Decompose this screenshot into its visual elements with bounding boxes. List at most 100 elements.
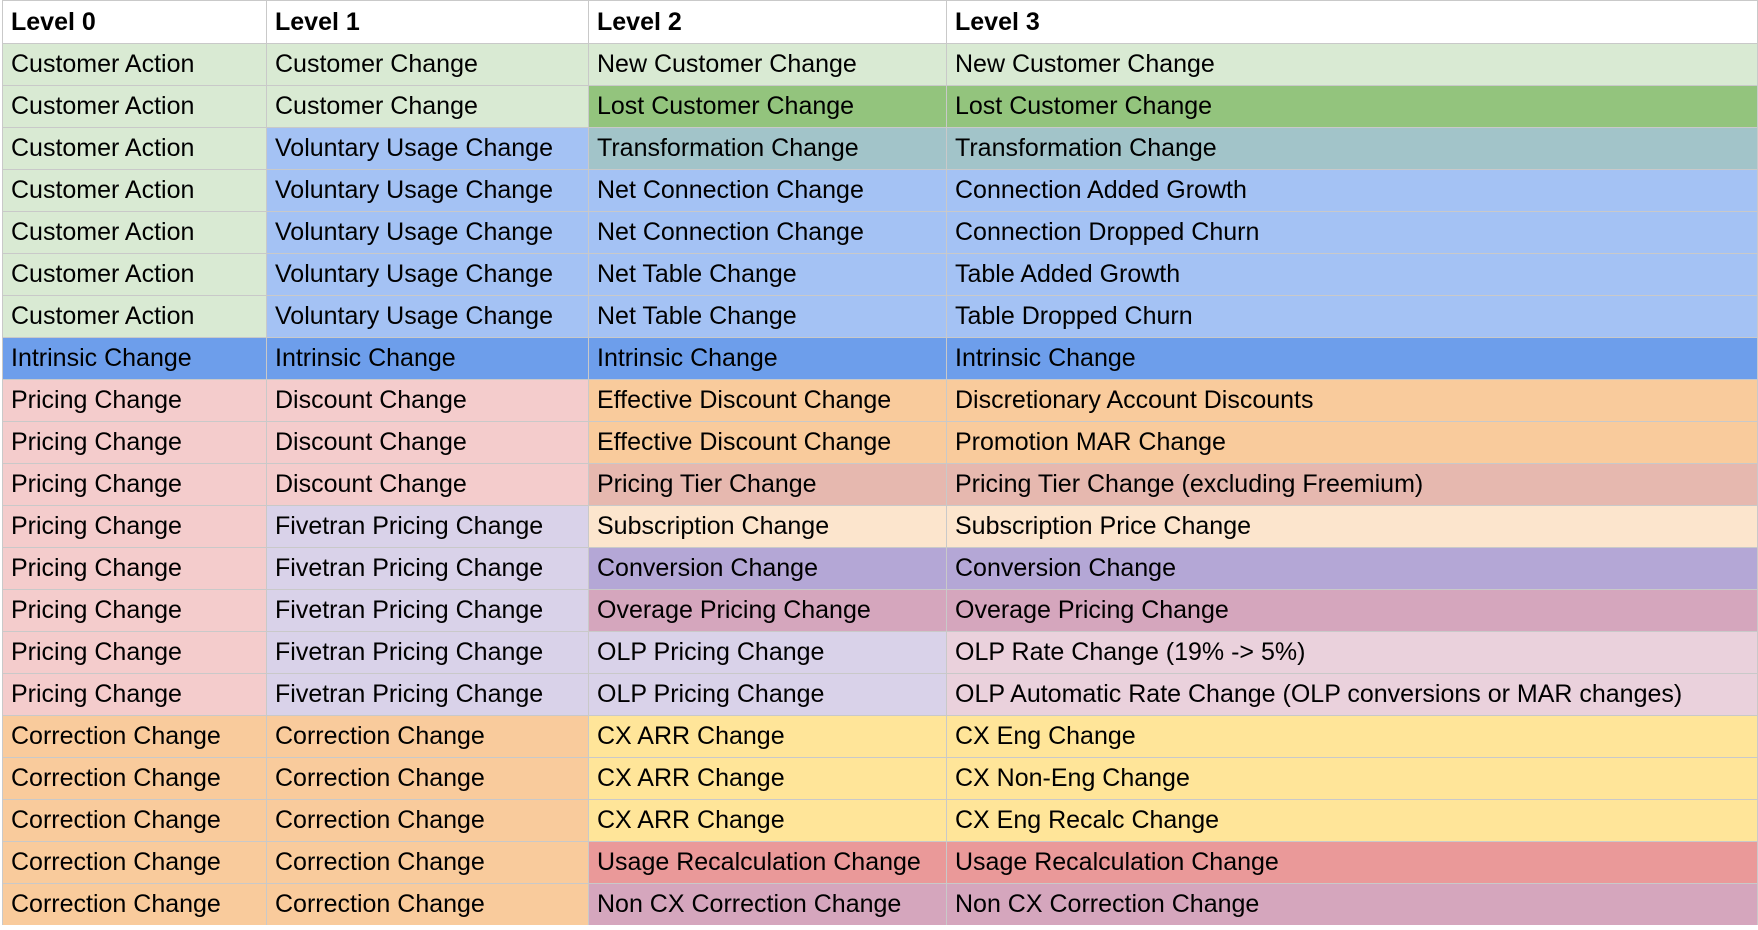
table-cell-level-0[interactable]: Pricing Change [2,505,267,548]
table-row: Pricing Change Fivetran Pricing Change OLP… [2,673,1758,716]
table-cell-level-0[interactable]: Correction Change [2,757,267,800]
table-cell-level-3[interactable]: Table Dropped Churn [946,295,1758,338]
table-cell-level-2[interactable]: Pricing Tier Change [588,463,947,506]
table-cell-level-0[interactable]: Customer Action [2,127,267,170]
table-cell-level-0[interactable]: Customer Action [2,295,267,338]
table-cell-level-3[interactable]: Transformation Change [946,127,1758,170]
table-cell-level-2[interactable]: Non CX Correction Change [588,883,947,926]
table-row: Correction Change Correction Change CX ARR… [2,757,1758,800]
table-cell-level-1[interactable]: Correction Change [266,799,589,842]
table-cell-level-0[interactable]: Pricing Change [2,421,267,464]
table-cell-level-3[interactable]: Usage Recalculation Change [946,841,1758,884]
table-cell-level-1[interactable]: Voluntary Usage Change [266,253,589,296]
table-cell-level-2[interactable]: Subscription Change [588,505,947,548]
table-cell-level-2[interactable]: Net Table Change [588,253,947,296]
table-cell-level-3[interactable]: Conversion Change [946,547,1758,590]
table-cell-level-3[interactable]: Connection Dropped Churn [946,211,1758,254]
table-cell-level-2[interactable]: Net Connection Change [588,169,947,212]
table-cell-level-1[interactable]: Correction Change [266,757,589,800]
header-cell-level-2[interactable]: Level 2 [588,0,947,44]
table-cell-level-0[interactable]: Customer Action [2,211,267,254]
table-cell-level-1[interactable]: Discount Change [266,379,589,422]
table-cell-level-3[interactable]: Discretionary Account Discounts [946,379,1758,422]
table-cell-level-0[interactable]: Pricing Change [2,379,267,422]
table-cell-level-2[interactable]: OLP Pricing Change [588,631,947,674]
table-cell-level-1[interactable]: Discount Change [266,421,589,464]
table-cell-level-2[interactable]: Transformation Change [588,127,947,170]
table-cell-level-2[interactable]: Net Table Change [588,295,947,338]
table-cell-level-3[interactable]: Pricing Tier Change (excluding Freemium) [946,463,1758,506]
table-cell-level-0[interactable]: Customer Action [2,43,267,86]
table-cell-level-1[interactable]: Voluntary Usage Change [266,169,589,212]
table-cell-level-1[interactable]: Voluntary Usage Change [266,127,589,170]
table-cell-level-3[interactable]: Connection Added Growth [946,169,1758,212]
table-cell-level-1[interactable]: Correction Change [266,841,589,884]
table-cell-level-2[interactable]: CX ARR Change [588,799,947,842]
table-cell-level-3[interactable]: Non CX Correction Change [946,883,1758,926]
table-cell-level-3[interactable]: Overage Pricing Change [946,589,1758,632]
table-cell-level-3[interactable]: OLP Automatic Rate Change (OLP conversio… [946,673,1758,716]
table-cell-level-1[interactable]: Fivetran Pricing Change [266,631,589,674]
table-cell-level-0[interactable]: Pricing Change [2,673,267,716]
table-cell-level-2[interactable]: Net Connection Change [588,211,947,254]
table-cell-level-0[interactable]: Correction Change [2,715,267,758]
table-cell-level-2[interactable]: New Customer Change [588,43,947,86]
table-cell-level-1[interactable]: Correction Change [266,883,589,926]
table-cell-level-2[interactable]: Intrinsic Change [588,337,947,380]
table-cell-level-2[interactable]: OLP Pricing Change [588,673,947,716]
table-cell-level-0[interactable]: Pricing Change [2,547,267,590]
table-cell-level-1[interactable]: Discount Change [266,463,589,506]
table-cell-level-3[interactable]: OLP Rate Change (19% -> 5%) [946,631,1758,674]
header-cell-level-0[interactable]: Level 0 [2,0,267,44]
table-cell-level-0[interactable]: Customer Action [2,85,267,128]
table-cell-level-1[interactable]: Voluntary Usage Change [266,211,589,254]
table-cell-level-2[interactable]: Effective Discount Change [588,379,947,422]
table-cell-level-3[interactable]: New Customer Change [946,43,1758,86]
table-cell-level-3[interactable]: Table Added Growth [946,253,1758,296]
table-cell-level-0[interactable]: Customer Action [2,169,267,212]
table-row: Pricing Change Discount Change Effective D… [2,421,1758,464]
table-cell-level-1[interactable]: Fivetran Pricing Change [266,589,589,632]
table-cell-level-2[interactable]: Overage Pricing Change [588,589,947,632]
table-body: Customer Action Customer Change New Custom… [2,43,1758,926]
table-cell-level-0[interactable]: Intrinsic Change [2,337,267,380]
table-cell-level-1[interactable]: Voluntary Usage Change [266,295,589,338]
table-cell-level-0[interactable]: Correction Change [2,883,267,926]
table-cell-level-3[interactable]: Promotion MAR Change [946,421,1758,464]
table-cell-level-3[interactable]: Subscription Price Change [946,505,1758,548]
table-cell-level-2[interactable]: Conversion Change [588,547,947,590]
table-cell-level-2[interactable]: Effective Discount Change [588,421,947,464]
table-cell-level-0[interactable]: Correction Change [2,799,267,842]
table-cell-level-2[interactable]: CX ARR Change [588,757,947,800]
table-cell-level-1[interactable]: Fivetran Pricing Change [266,505,589,548]
table-cell-level-0[interactable]: Pricing Change [2,463,267,506]
table-row: Customer Action Voluntary Usage Change Net… [2,253,1758,296]
table-cell-level-1[interactable]: Customer Change [266,85,589,128]
table-row: Intrinsic Change Intrinsic Change Intrinsi… [2,337,1758,380]
table-row: Customer Action Voluntary Usage Change Net… [2,295,1758,338]
table-cell-level-3[interactable]: CX Eng Recalc Change [946,799,1758,842]
table-cell-level-2[interactable]: CX ARR Change [588,715,947,758]
table-cell-level-2[interactable]: Lost Customer Change [588,85,947,128]
header-row: Level 0 Level 1 Level 2 Level 3 [2,0,1758,44]
table-cell-level-3[interactable]: Lost Customer Change [946,85,1758,128]
table-cell-level-1[interactable]: Intrinsic Change [266,337,589,380]
table-cell-level-2[interactable]: Usage Recalculation Change [588,841,947,884]
table-row: Correction Change Correction Change Non CX… [2,883,1758,926]
table-cell-level-3[interactable]: CX Non-Eng Change [946,757,1758,800]
table-cell-level-1[interactable]: Fivetran Pricing Change [266,673,589,716]
table-cell-level-1[interactable]: Fivetran Pricing Change [266,547,589,590]
table-cell-level-3[interactable]: Intrinsic Change [946,337,1758,380]
table-row: Correction Change Correction Change CX ARR… [2,715,1758,758]
header-cell-level-3[interactable]: Level 3 [946,0,1758,44]
table-row: Pricing Change Fivetran Pricing Change Con… [2,547,1758,590]
table-cell-level-1[interactable]: Correction Change [266,715,589,758]
table-cell-level-0[interactable]: Correction Change [2,841,267,884]
table-cell-level-0[interactable]: Pricing Change [2,631,267,674]
table-cell-level-0[interactable]: Pricing Change [2,589,267,632]
header-cell-level-1[interactable]: Level 1 [266,0,589,44]
table-cell-level-1[interactable]: Customer Change [266,43,589,86]
table-cell-level-0[interactable]: Customer Action [2,253,267,296]
table-cell-level-3[interactable]: CX Eng Change [946,715,1758,758]
table-row: Pricing Change Fivetran Pricing Change Ove… [2,589,1758,632]
